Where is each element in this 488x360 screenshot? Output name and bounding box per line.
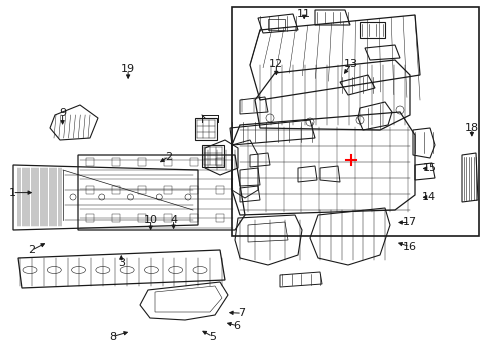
Text: 8: 8 <box>109 332 116 342</box>
Text: 2: 2 <box>28 245 35 255</box>
Bar <box>190 186 198 194</box>
Text: 7: 7 <box>238 308 245 318</box>
Bar <box>190 214 198 222</box>
Text: 11: 11 <box>297 9 310 19</box>
Text: 1: 1 <box>9 188 16 198</box>
Text: 3: 3 <box>118 258 124 268</box>
Bar <box>112 158 120 166</box>
Text: 13: 13 <box>344 59 357 69</box>
Text: 16: 16 <box>402 242 416 252</box>
Text: 4: 4 <box>170 215 177 225</box>
Bar <box>86 214 94 222</box>
Bar <box>138 158 146 166</box>
Bar <box>163 186 172 194</box>
Bar <box>163 158 172 166</box>
Text: 6: 6 <box>233 321 240 331</box>
Bar <box>163 214 172 222</box>
Bar <box>216 158 224 166</box>
Bar <box>138 214 146 222</box>
Bar <box>86 186 94 194</box>
Text: 15: 15 <box>422 163 435 174</box>
Text: 19: 19 <box>121 64 135 74</box>
Bar <box>86 158 94 166</box>
Bar <box>190 158 198 166</box>
Bar <box>216 186 224 194</box>
Bar <box>138 186 146 194</box>
Text: 12: 12 <box>269 59 283 69</box>
Text: 9: 9 <box>59 108 66 118</box>
Bar <box>112 214 120 222</box>
Text: 10: 10 <box>143 215 157 225</box>
Bar <box>216 214 224 222</box>
Bar <box>112 186 120 194</box>
Text: 5: 5 <box>209 332 216 342</box>
Bar <box>232 7 478 236</box>
Text: 2: 2 <box>165 152 172 162</box>
Text: 14: 14 <box>422 192 435 202</box>
Text: 18: 18 <box>464 123 478 133</box>
Text: 17: 17 <box>402 217 416 228</box>
